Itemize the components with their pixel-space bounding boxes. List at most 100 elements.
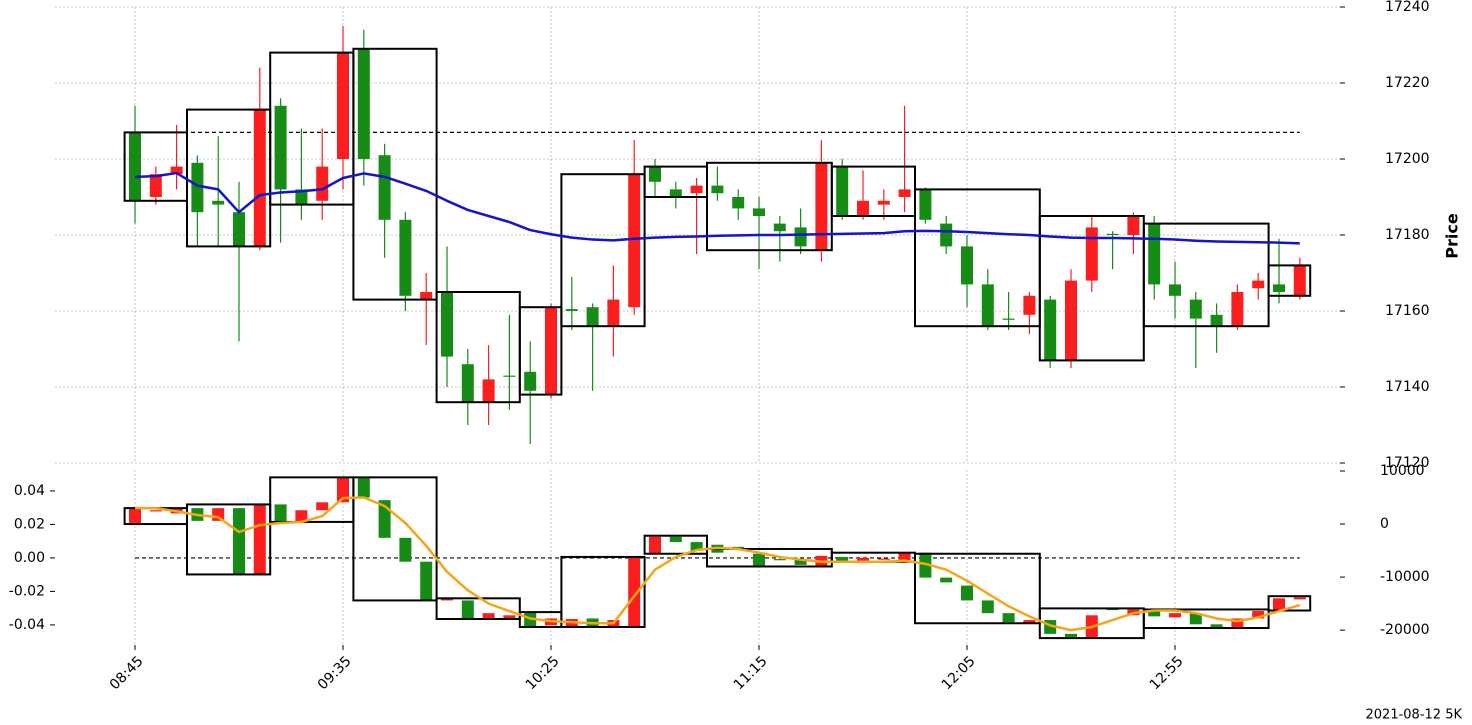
y-tick-label: 17120 — [1385, 455, 1430, 471]
candle-body — [1210, 624, 1223, 629]
candle-body — [836, 556, 849, 561]
candle-body — [503, 615, 516, 620]
candle-body — [1065, 633, 1077, 638]
x-tick-label: 11:15 — [731, 653, 771, 693]
indicator-line — [134, 171, 1300, 245]
candle-body — [295, 189, 308, 205]
candle-body — [1002, 613, 1015, 623]
footer: 2021-08-12 5K — [1366, 708, 1463, 723]
candle-body — [690, 542, 703, 551]
range-box — [914, 188, 1041, 328]
candle-body — [919, 189, 932, 220]
candle-body — [1127, 216, 1140, 235]
candle-body — [233, 212, 245, 247]
candle-body — [1189, 613, 1202, 625]
x-tick-label: 09:35 — [315, 653, 355, 693]
y-tick-label: -0.02 — [9, 583, 45, 599]
y2-tick-label: -10000 — [1380, 569, 1430, 585]
candle-body — [1002, 318, 1015, 320]
candle-body — [857, 557, 869, 562]
candle-body — [149, 510, 162, 512]
y-tick-label: 0.00 — [14, 550, 45, 566]
candle-body — [773, 223, 786, 232]
candle-body — [482, 613, 495, 619]
candle-body — [357, 477, 370, 498]
range-box — [186, 503, 272, 576]
y-tick-label: 0.02 — [14, 516, 45, 532]
range-box — [914, 552, 1041, 625]
candle-body — [1252, 611, 1265, 619]
candle-body — [1085, 227, 1098, 281]
candle-body — [149, 174, 162, 197]
candle-body — [1210, 314, 1223, 327]
range-box — [1267, 595, 1312, 612]
candle-body — [170, 166, 183, 175]
candle-body — [357, 48, 370, 159]
range-box — [706, 161, 833, 252]
candle-body — [961, 585, 973, 601]
y-tick-label: 17200 — [1385, 151, 1430, 167]
candle-body — [1169, 613, 1181, 618]
candle-body — [1293, 265, 1306, 296]
candle-body — [981, 284, 994, 327]
x-tick-label: 12:55 — [1147, 653, 1187, 693]
candle-body — [524, 371, 537, 391]
x-tick-label: 08:45 — [107, 653, 147, 693]
candle-body — [711, 185, 724, 194]
candle-body — [253, 109, 266, 247]
candle-body — [420, 292, 433, 300]
candle-body — [399, 219, 412, 296]
candle-body — [898, 552, 911, 562]
range-box — [643, 534, 708, 555]
candle-body — [1106, 233, 1119, 236]
candle-body — [316, 166, 329, 201]
candle-body — [420, 561, 433, 601]
candle-body — [732, 546, 745, 549]
y-tick-label: 0.04 — [14, 483, 45, 499]
candle-body — [399, 537, 412, 562]
candle-body — [877, 200, 890, 205]
range-box — [352, 47, 438, 301]
y-tick-label: 17140 — [1385, 379, 1430, 395]
candle-body — [316, 502, 329, 511]
candle-body — [212, 200, 225, 205]
candle-body — [669, 189, 682, 197]
candle-body — [794, 227, 807, 247]
candle-body — [1252, 280, 1265, 289]
candle-body — [1023, 295, 1036, 315]
candle-body — [981, 600, 994, 614]
candle-body — [295, 510, 308, 522]
candle-body — [233, 508, 245, 575]
candle-body — [753, 553, 765, 567]
x-tick-label: 12:05 — [939, 653, 979, 693]
range-box — [1142, 608, 1270, 630]
candle-body — [545, 307, 557, 395]
candle-body — [441, 292, 453, 357]
y-tick-label: 17240 — [1385, 0, 1430, 15]
candle-body — [773, 559, 786, 561]
candle-body — [337, 477, 349, 503]
candle-body — [940, 577, 953, 583]
range-box — [560, 173, 646, 328]
y2-tick-label: 10000 — [1380, 463, 1425, 479]
candle-body — [649, 166, 661, 182]
y-tick-label: 17180 — [1385, 227, 1430, 243]
candle-body — [1106, 608, 1119, 611]
candle-body — [857, 200, 869, 216]
candle-body — [669, 536, 682, 543]
x-tick-label: 10:25 — [523, 653, 563, 693]
candle-body — [441, 598, 453, 601]
candle-body — [649, 536, 661, 554]
candle-body — [836, 166, 849, 216]
y2-tick-label: 0 — [1380, 516, 1389, 532]
candle-body — [898, 189, 911, 197]
candle-body — [1189, 299, 1202, 319]
candle-body — [1148, 609, 1161, 617]
y-axis-label: Price — [1443, 213, 1462, 259]
y-tick-label: 17220 — [1385, 75, 1430, 91]
y2-tick-label: -20000 — [1380, 622, 1430, 638]
candle-body — [461, 364, 474, 403]
candle-body — [1023, 620, 1036, 624]
candle-body — [129, 508, 141, 523]
